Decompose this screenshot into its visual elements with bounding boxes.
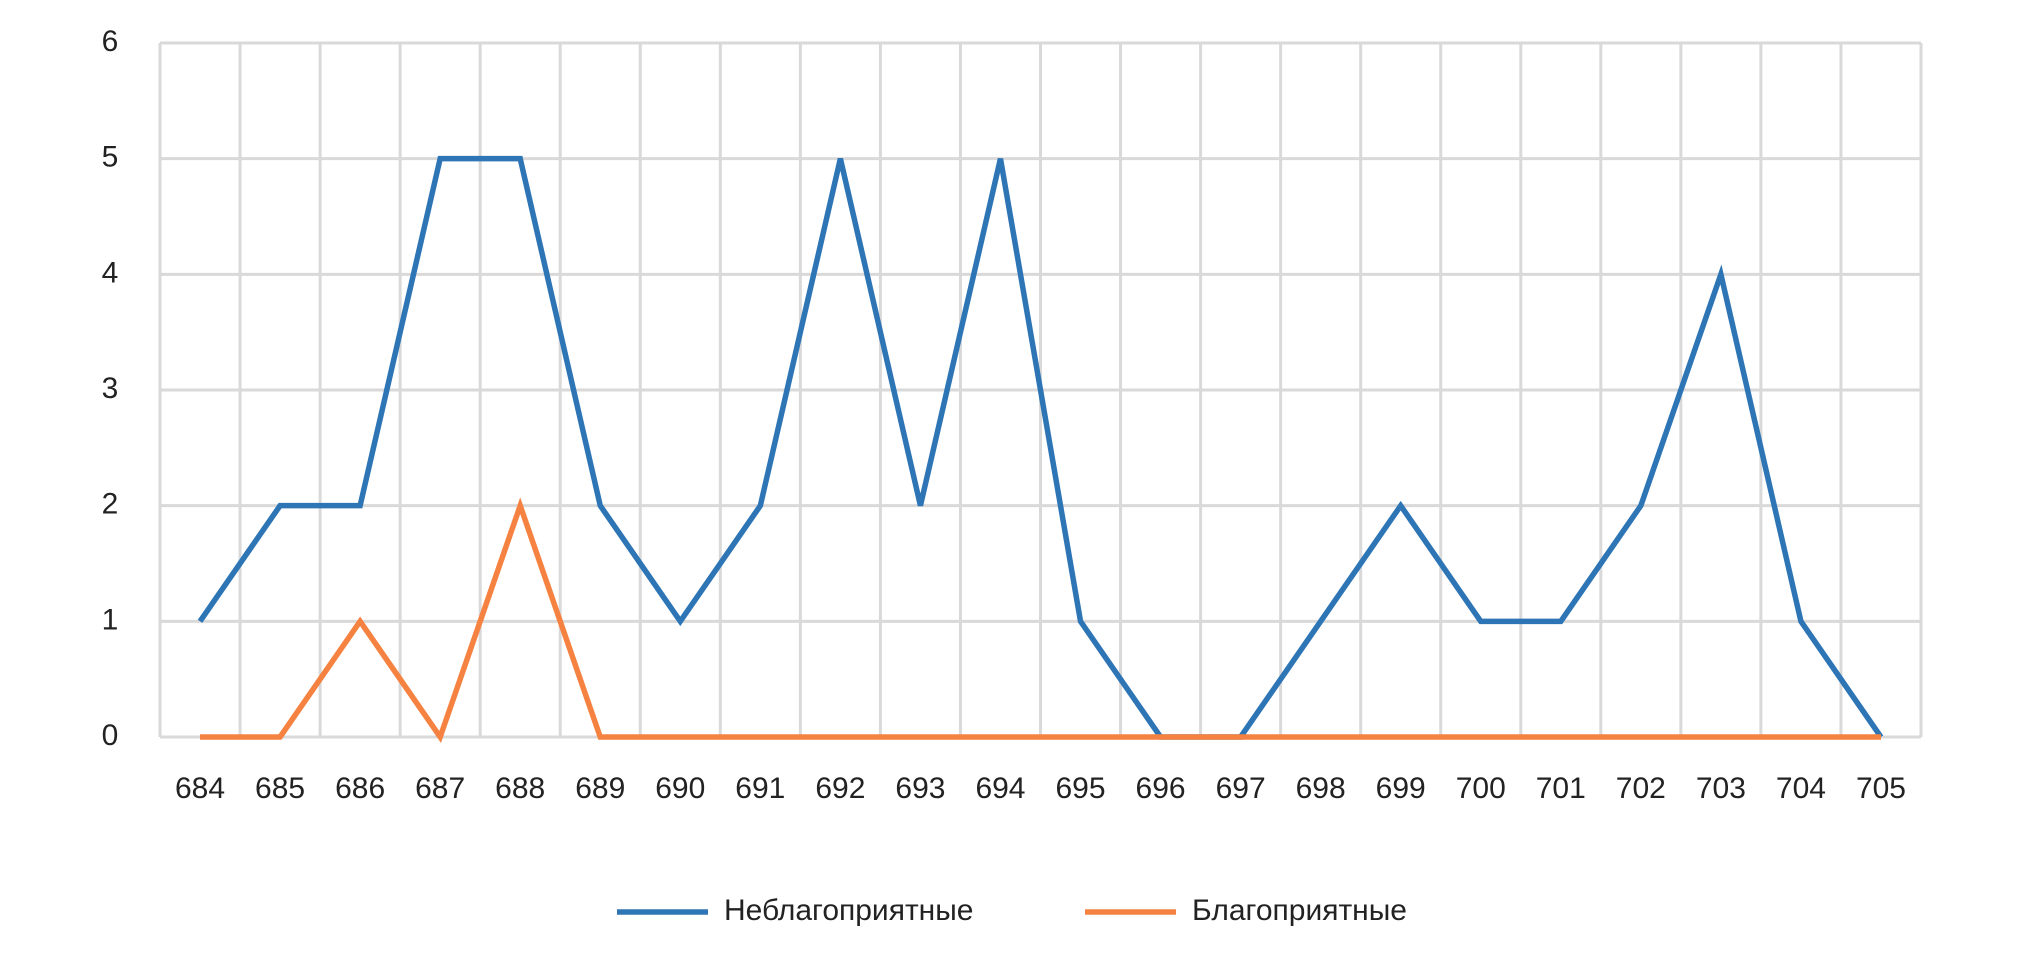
x-tick-label: 697: [1216, 772, 1266, 805]
x-tick-label: 699: [1376, 772, 1426, 805]
x-tick-label: 702: [1616, 772, 1666, 805]
x-tick-label: 700: [1456, 772, 1506, 805]
x-tick-label: 701: [1536, 772, 1586, 805]
y-tick-label: 4: [102, 256, 119, 289]
x-tick-label: 688: [495, 772, 545, 805]
legend-label: Благоприятные: [1192, 894, 1407, 927]
series-line: [197, 155, 1884, 740]
x-tick-label: 687: [415, 772, 465, 805]
x-tick-label: 696: [1136, 772, 1186, 805]
y-tick-label: 0: [102, 719, 119, 752]
legend-label: Неблагоприятные: [724, 894, 974, 927]
y-tick-label: 1: [102, 603, 119, 636]
y-tick-label: 5: [102, 141, 119, 174]
x-tick-label: 692: [815, 772, 865, 805]
series-line: [200, 497, 1881, 744]
x-tick-label: 693: [895, 772, 945, 805]
x-tick-label: 698: [1296, 772, 1346, 805]
x-tick-label: 703: [1696, 772, 1746, 805]
x-tick-label: 705: [1856, 772, 1906, 805]
x-tick-label: 684: [175, 772, 225, 805]
x-tick-label: 704: [1776, 772, 1826, 805]
x-tick-label: 686: [335, 772, 385, 805]
x-tick-label: 685: [255, 772, 305, 805]
y-tick-label: 2: [102, 488, 119, 521]
x-tick-label: 691: [735, 772, 785, 805]
x-tick-label: 689: [575, 772, 625, 805]
x-tick-label: 694: [975, 772, 1025, 805]
x-tick-label: 695: [1055, 772, 1105, 805]
y-tick-label: 6: [102, 25, 119, 58]
x-tick-label: 690: [655, 772, 705, 805]
y-tick-label: 3: [102, 372, 119, 405]
